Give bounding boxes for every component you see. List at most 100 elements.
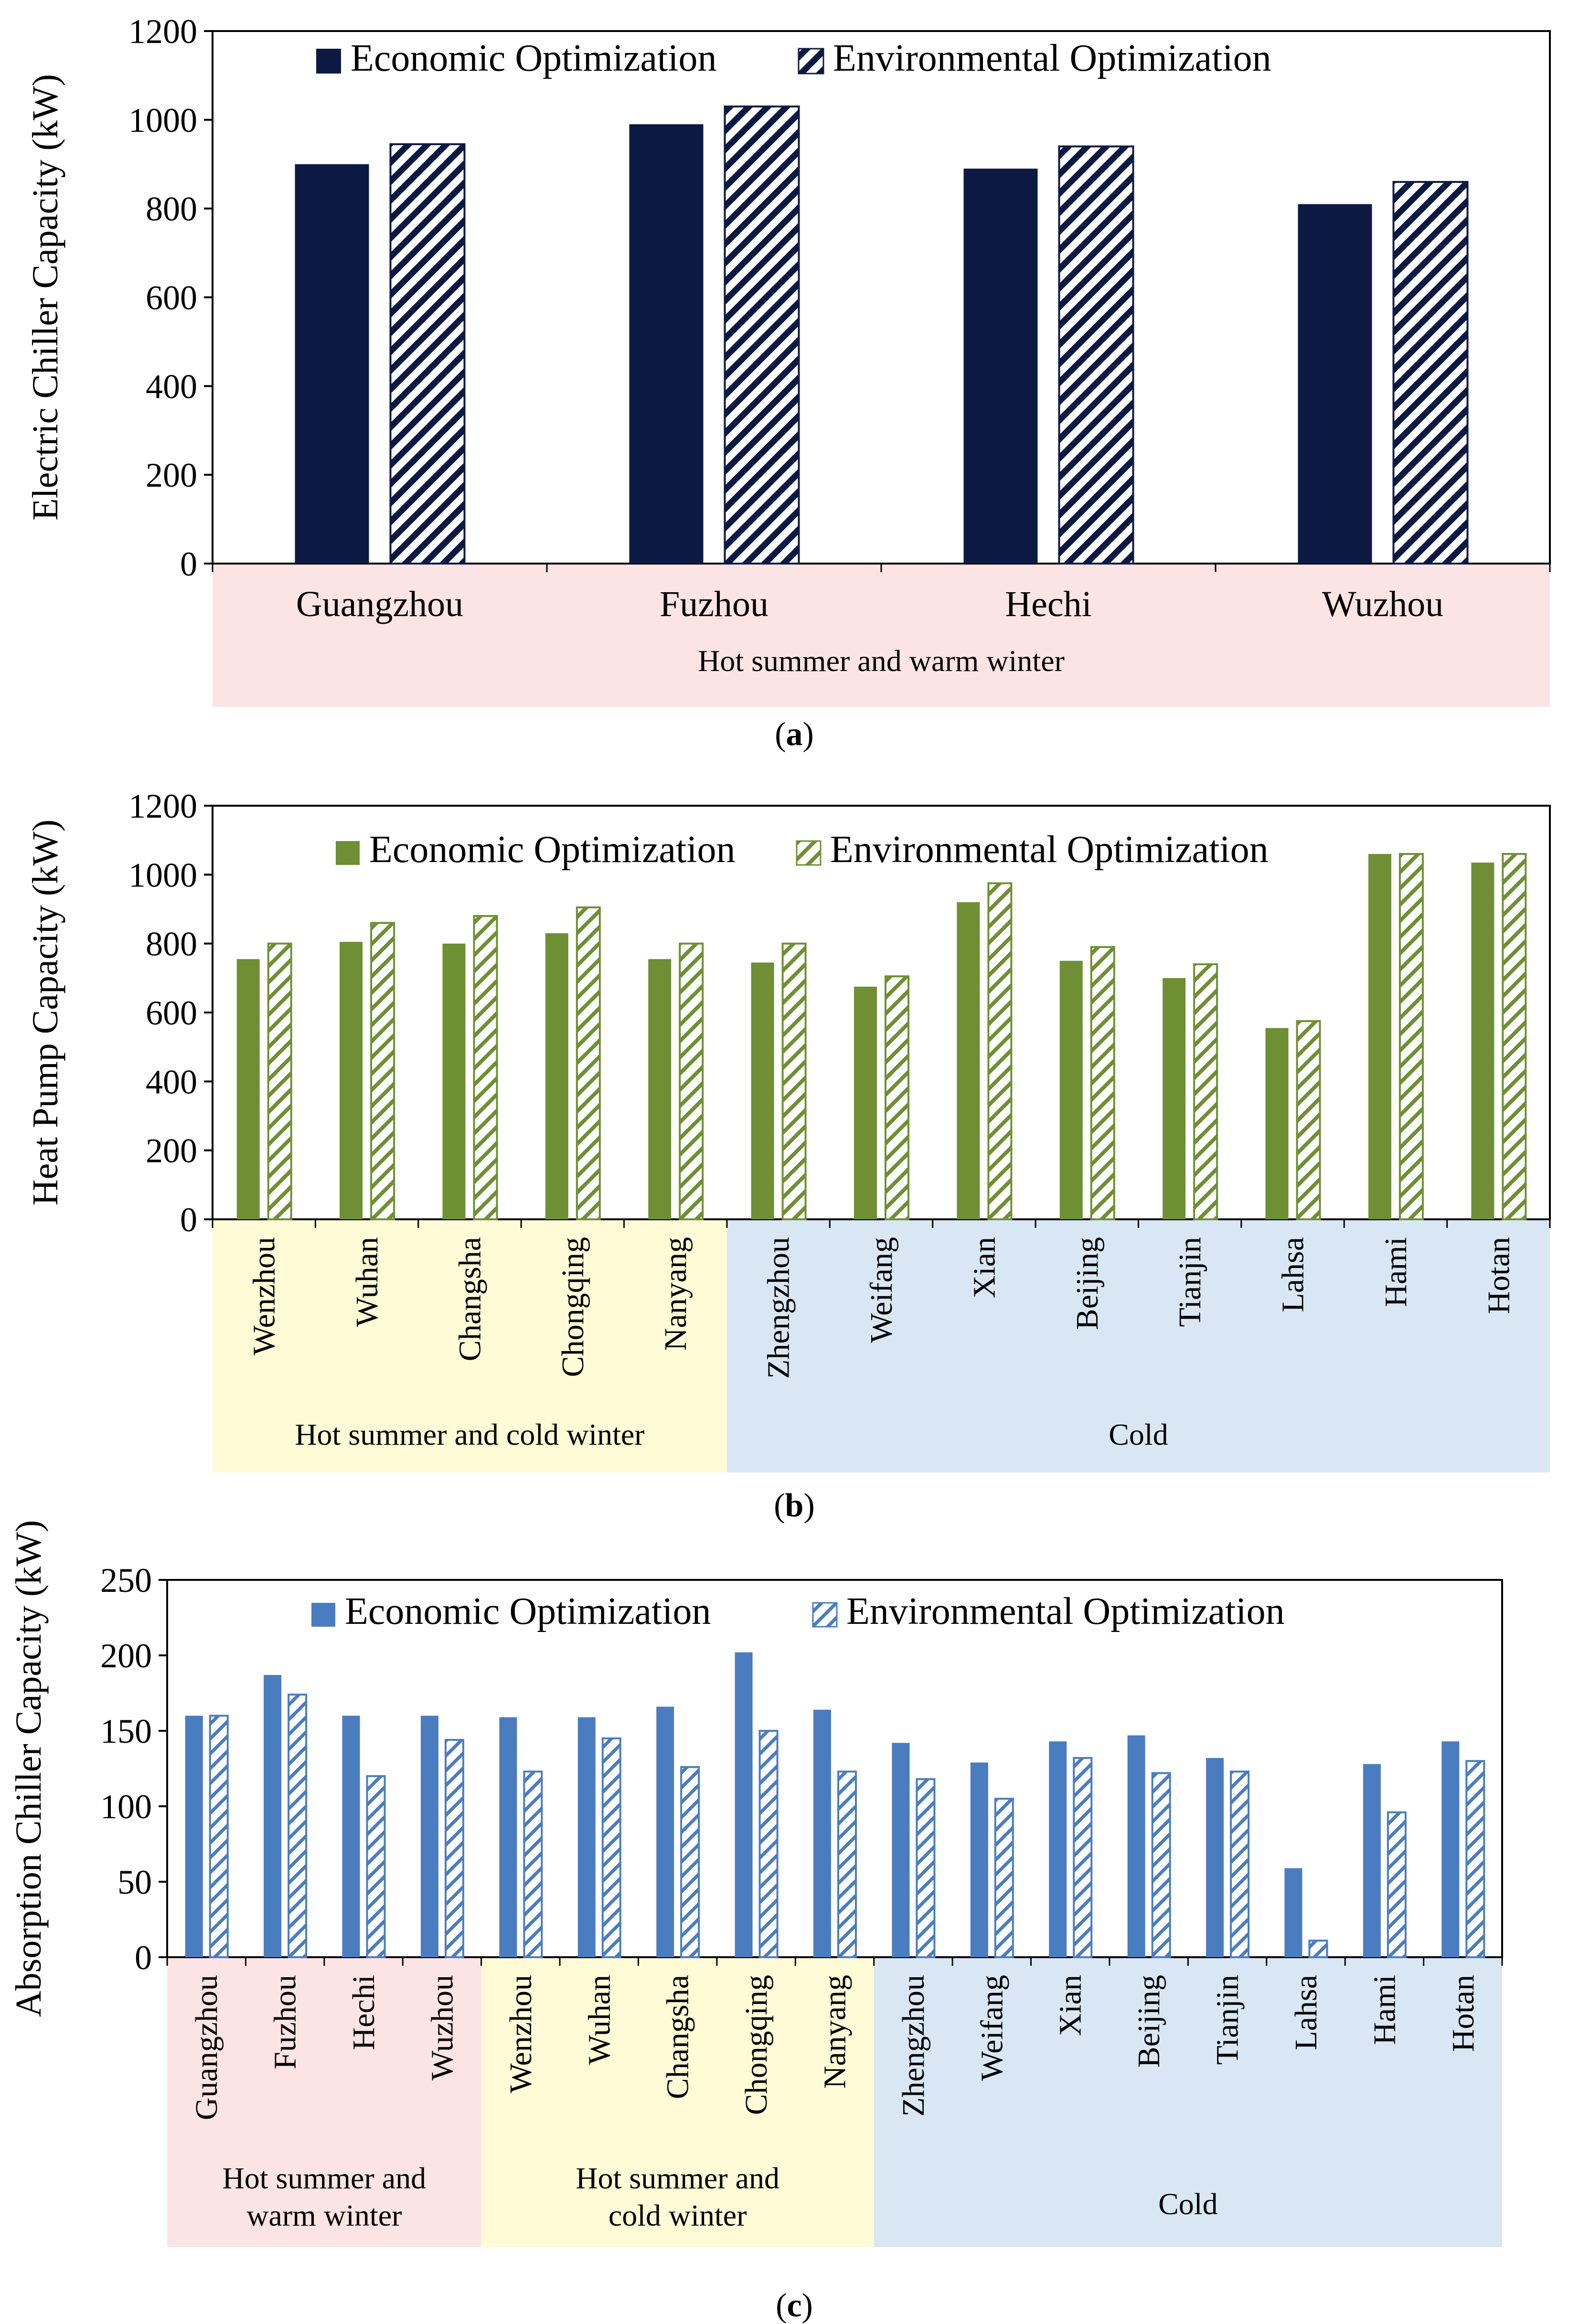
legend-label-environmental: Environmental Optimization — [846, 1590, 1285, 1632]
category-label: Fuzhou — [660, 584, 768, 624]
bar-economic — [342, 1716, 360, 1957]
bar-economic — [420, 1716, 438, 1957]
bar-environmental — [601, 1737, 621, 1959]
chart-electric-chiller: Hot summer and warm winter 0 200 400 600 800 1… — [25, 12, 1551, 753]
category-label: Lahsa — [1289, 1975, 1324, 2050]
y-tick-label: 600 — [146, 994, 197, 1032]
legend-swatch-economic — [336, 841, 360, 865]
category-label: Weifang — [974, 1975, 1009, 2081]
y-tick-label: 800 — [146, 190, 197, 228]
bar-environmental — [389, 143, 466, 565]
y-tick-label: 100 — [100, 1788, 152, 1826]
bar-economic — [1441, 1741, 1460, 1957]
bar-environmental — [1465, 1760, 1485, 1958]
bar-economic — [295, 164, 369, 564]
y-tick-label: 0 — [180, 545, 197, 583]
y-axis-label: Heat Pump Capacity (kW) — [25, 820, 65, 1205]
region-band — [481, 1957, 874, 2247]
bar-economic — [577, 1717, 596, 1957]
region-band — [167, 1957, 481, 2247]
y-tick-label: 1000 — [128, 856, 197, 894]
category-label: Wenzhou — [503, 1975, 538, 2093]
bar-environmental — [209, 1715, 229, 1958]
bar-economic — [1049, 1741, 1067, 1957]
bar-environmental — [679, 942, 704, 1220]
bar-environmental — [837, 1770, 857, 1959]
category-label: Zhengzhou — [761, 1237, 796, 1379]
legend-swatch-economic — [311, 1603, 335, 1627]
bar-environmental — [724, 105, 800, 565]
category-label: Changsha — [661, 1975, 695, 2099]
y-tick-label: 50 — [117, 1863, 152, 1901]
bar-environmental — [370, 922, 395, 1221]
bar-economic — [1471, 863, 1494, 1219]
category-label: Tianjin — [1210, 1975, 1245, 2065]
bar-environmental — [288, 1694, 308, 1958]
region-label: cold winter — [608, 2198, 747, 2232]
y-tick-label: 150 — [100, 1712, 152, 1750]
bar-environmental — [1308, 1940, 1328, 1958]
y-axis-label: Absorption Chiller Capacity (kW) — [9, 1520, 49, 2017]
bar-environmental — [1151, 1772, 1171, 1958]
bar-environmental — [523, 1770, 543, 1959]
bar-environmental — [267, 942, 292, 1220]
category-label: Hotan — [1481, 1237, 1516, 1314]
category-label: Changsha — [452, 1237, 487, 1361]
category-label: Nanyang — [658, 1237, 693, 1351]
legend-swatch-environmental — [798, 48, 824, 75]
category-label: Xian — [1053, 1975, 1088, 2036]
y-tick-label: 200 — [100, 1637, 152, 1675]
category-label: Zhengzhou — [896, 1975, 931, 2117]
category-label: Hechi — [346, 1975, 381, 2050]
y-tick-label: 1000 — [128, 101, 197, 139]
y-tick-label: 400 — [146, 1063, 197, 1101]
bar-environmental — [1502, 853, 1527, 1220]
category-label: Nanyang — [818, 1975, 853, 2089]
bar-economic — [963, 169, 1038, 564]
y-tick-label: 200 — [146, 456, 197, 494]
bar-environmental — [473, 915, 498, 1220]
region-band — [874, 1957, 1502, 2247]
bar-economic — [442, 943, 466, 1219]
bar-economic — [340, 942, 363, 1219]
legend-label-economic: Economic Optimization — [351, 37, 716, 79]
y-tick-label: 600 — [146, 279, 197, 317]
bar-economic — [1368, 854, 1391, 1219]
category-label: Hami — [1367, 1975, 1402, 2045]
category-label: Tianjin — [1173, 1237, 1207, 1327]
category-label: Wenzhou — [247, 1237, 282, 1355]
bar-economic — [892, 1743, 910, 1957]
region-label: Hot summer and — [576, 2161, 779, 2195]
region-label: warm winter — [246, 2198, 402, 2232]
category-label: Wuzhou — [1322, 584, 1443, 624]
bar-environmental — [1230, 1770, 1250, 1959]
category-label: Chongqing — [739, 1975, 774, 2115]
y-tick-label: 0 — [135, 1939, 152, 1977]
legend-label-environmental: Environmental Optimization — [830, 829, 1269, 871]
legend-label-economic: Economic Optimization — [369, 829, 735, 871]
bar-economic — [185, 1716, 203, 1957]
bar-environmental — [680, 1766, 700, 1959]
bar-economic — [648, 959, 672, 1219]
category-label: Guangzhou — [296, 584, 463, 624]
bar-environmental — [916, 1778, 936, 1959]
bar-economic — [735, 1652, 753, 1957]
category-label: Wuhan — [582, 1975, 617, 2065]
category-label: Beijing — [1070, 1237, 1105, 1330]
legend-swatch-environmental — [796, 840, 822, 866]
category-label: Wuzhou — [425, 1975, 459, 2080]
bar-economic — [1284, 1868, 1302, 1957]
bar-economic — [629, 124, 704, 564]
region-label: Cold — [1109, 1418, 1168, 1451]
category-label: Guangzhou — [189, 1975, 224, 2120]
y-tick-label: 250 — [100, 1561, 152, 1599]
category-label: Beijing — [1131, 1975, 1166, 2068]
bar-environmental — [366, 1775, 386, 1959]
bar-economic — [751, 962, 774, 1219]
y-axis-label: Electric Chiller Capacity (kW) — [25, 74, 65, 521]
bar-environmental — [576, 906, 601, 1221]
bar-economic — [970, 1762, 988, 1957]
region-label: Hot summer and warm winter — [698, 644, 1065, 678]
region-band — [213, 1219, 727, 1472]
